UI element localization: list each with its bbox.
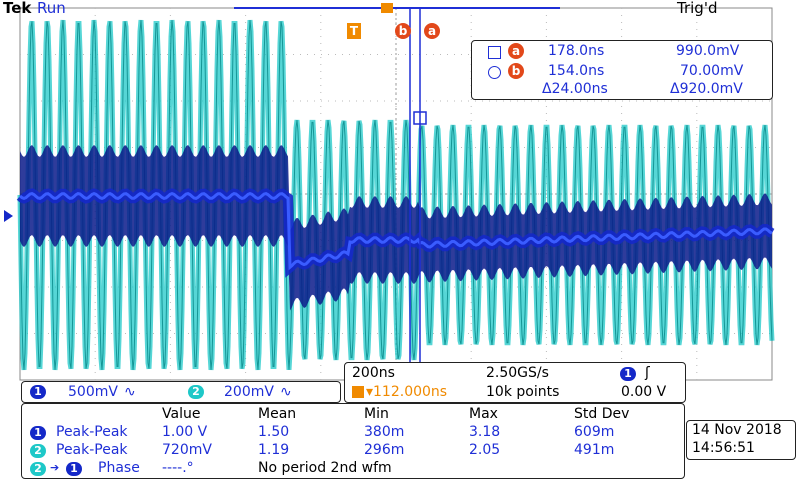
circle-cursor-icon <box>488 66 501 79</box>
meas1-mean: 1.50 <box>258 424 290 440</box>
trigger-position-icon <box>381 3 393 13</box>
meas1-min: 380m <box>364 424 405 440</box>
meas1-source-badge: 1 <box>30 426 46 440</box>
meas2-max: 2.05 <box>469 442 501 458</box>
channel-scale-panel: 1 500mV ∿ 2 200mV ∿ <box>21 381 341 403</box>
delta-volt: Δ920.0mV <box>670 81 743 97</box>
trigger-status: Trig'd <box>677 0 718 17</box>
measurements-panel: Value Mean Min Max Std Dev 1 Peak-Peak 1… <box>21 403 685 479</box>
brand-logo: Tek <box>3 0 32 17</box>
square-cursor-icon <box>488 46 501 59</box>
cursor-a-time: 178.0ns <box>548 43 605 59</box>
cursor-readout-panel: a 178.0ns 990.0mV b 154.0ns 70.00mV Δ24.… <box>471 40 773 100</box>
ch2-scale[interactable]: 200mV <box>224 384 274 400</box>
col-header-min: Min <box>364 406 389 422</box>
trigger-marker-icon: T <box>347 23 361 39</box>
cursor-a-crosshair <box>413 111 427 125</box>
ch2-coupling-icon: ∿ <box>280 384 292 400</box>
time-scale[interactable]: 200ns <box>352 365 395 381</box>
ch1-coupling-icon: ∿ <box>124 384 136 400</box>
cursor-b-volt: 70.00mV <box>680 63 744 79</box>
meas2-source-badge: 2 <box>30 444 46 458</box>
cursor-a-marker[interactable]: a <box>424 23 440 39</box>
trigger-offset[interactable]: ▾112.000ns <box>366 384 448 400</box>
cursor-b-readout-badge: b <box>508 63 524 79</box>
ch1-ground-marker <box>4 210 13 222</box>
meas1-max: 3.18 <box>469 424 501 440</box>
trigger-offset-icon <box>352 386 364 398</box>
phase-note: No period 2nd wfm <box>258 460 392 476</box>
datetime-panel: 14 Nov 2018 14:56:51 <box>686 420 796 460</box>
cursor-b-time: 154.0ns <box>548 63 605 79</box>
col-header-value: Value <box>162 406 201 422</box>
trigger-level[interactable]: 0.00 V <box>621 384 667 400</box>
delta-time: Δ24.00ns <box>542 81 608 97</box>
time-display: 14:56:51 <box>692 440 755 456</box>
trigger-source-badge[interactable]: 1 <box>620 367 636 381</box>
cursor-a-volt: 990.0mV <box>676 43 740 59</box>
meas2-stddev: 491m <box>574 442 615 458</box>
ch1-waveform <box>16 145 775 311</box>
phase-value: ----.° <box>162 460 194 476</box>
timebase-panel: 200ns 2.50GS/s 1 ʃ ▾112.000ns 10k points… <box>344 362 686 403</box>
phase-from-badge: 2 <box>30 462 46 476</box>
date-display: 14 Nov 2018 <box>692 422 782 438</box>
meas2-value: 720mV <box>162 442 212 458</box>
phase-to-badge: 1 <box>66 462 82 476</box>
ch1-badge[interactable]: 1 <box>30 385 46 399</box>
trigger-slope-icon: ʃ <box>645 365 650 381</box>
sample-rate: 2.50GS/s <box>486 365 549 381</box>
col-header-stddev: Std Dev <box>574 406 630 422</box>
record-length[interactable]: 10k points <box>486 384 560 400</box>
run-status: Run <box>37 0 66 17</box>
ch2-badge[interactable]: 2 <box>188 385 204 399</box>
cursor-b-marker[interactable]: b <box>395 23 411 39</box>
meas1-name[interactable]: Peak-Peak <box>56 424 128 440</box>
meas2-min: 296m <box>364 442 405 458</box>
col-header-max: Max <box>469 406 498 422</box>
phase-name[interactable]: Phase <box>98 460 140 476</box>
meas1-value: 1.00 V <box>162 424 208 440</box>
ch1-scale[interactable]: 500mV <box>68 384 118 400</box>
meas2-name[interactable]: Peak-Peak <box>56 442 128 458</box>
meas1-stddev: 609m <box>574 424 615 440</box>
cursor-a-readout-badge: a <box>508 43 524 59</box>
meas2-mean: 1.19 <box>258 442 290 458</box>
col-header-mean: Mean <box>258 406 297 422</box>
phase-arrow-icon: ➔ <box>50 461 60 474</box>
